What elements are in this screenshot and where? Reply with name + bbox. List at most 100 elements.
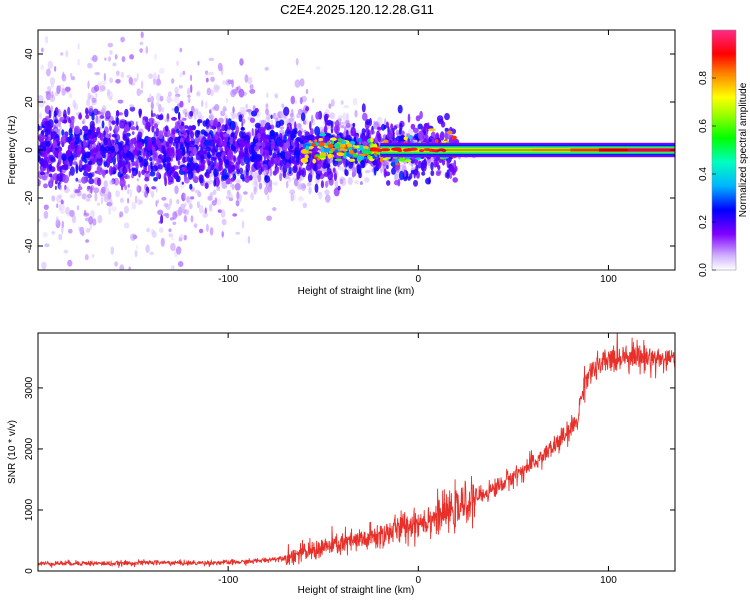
heatmap-cell [120, 36, 125, 43]
heatmap-cell [74, 141, 77, 148]
heatmap-cell [369, 166, 372, 173]
heatmap-cell [163, 172, 167, 181]
heatmap-cell [252, 130, 255, 137]
heatmap-cell [339, 144, 346, 148]
heatmap-cell [59, 126, 62, 131]
heatmap-cell [345, 122, 351, 128]
heatmap-cell [38, 179, 41, 187]
heatmap-cell [79, 112, 82, 119]
heatmap-cell [190, 196, 195, 200]
heatmap-cell [189, 203, 193, 210]
heatmap-cell [246, 152, 250, 161]
heatmap-cell [99, 88, 104, 93]
heatmap-cell [319, 133, 324, 137]
heatmap-cell [208, 179, 214, 184]
heatmap-cell [247, 76, 253, 85]
heatmap-cell [165, 141, 170, 147]
heatmap-cell [333, 144, 340, 147]
heatmap-cell [330, 137, 337, 141]
heatmap-cell [421, 126, 426, 132]
heatmap-cell [138, 170, 141, 178]
heatmap-cell [256, 160, 261, 170]
heatmap-cell [168, 228, 172, 233]
heatmap-cell [180, 203, 186, 210]
heatmap-cell [136, 72, 139, 81]
heatmap-cell [439, 131, 445, 141]
heatmap-cell [329, 112, 335, 120]
heatmap-cell [239, 208, 245, 213]
heatmap-cell [51, 231, 56, 235]
heatmap-cell [41, 159, 48, 169]
heatmap-cell [325, 180, 328, 188]
heatmap-cell [99, 115, 105, 119]
heatmap-cell [206, 87, 212, 96]
heatmap-cell [434, 139, 439, 144]
heatmap-cell [339, 148, 344, 151]
heatmap-cell [333, 124, 340, 134]
heatmap-cell [96, 157, 103, 166]
heatmap-cell [109, 96, 113, 101]
heatmap-cell [150, 228, 155, 236]
heatmap-cell [188, 140, 195, 148]
heatmap-cell [295, 58, 299, 66]
heatmap-cell [291, 140, 294, 147]
heatmap-cell [190, 152, 193, 158]
heatmap-cell [50, 105, 53, 113]
heatmap-cell [107, 88, 110, 97]
heatmap-cell [150, 102, 154, 110]
heatmap-cell [340, 125, 345, 129]
colorbar-tick-label: 0.4 [698, 167, 709, 181]
heatmap-cell [213, 84, 220, 93]
heatmap-cell [145, 121, 151, 130]
heatmap-cell [54, 185, 57, 190]
heatmap-cell [193, 108, 199, 116]
heatmap-cell [166, 161, 171, 172]
spectrogram-y-tick-label: 20 [24, 96, 35, 108]
heatmap-cell [112, 62, 117, 67]
heatmap-cell [174, 93, 181, 98]
heatmap-cell [94, 71, 100, 76]
heatmap-cell [299, 169, 305, 176]
heatmap-cell [92, 218, 97, 226]
heatmap-cell [342, 112, 347, 121]
heatmap-cell [100, 196, 104, 205]
heatmap-cell [294, 121, 297, 131]
heatmap-cell [247, 235, 251, 244]
heatmap-cell [288, 166, 292, 175]
heatmap-cell [63, 109, 67, 120]
heatmap-cell [265, 103, 269, 108]
heatmap-cell [75, 164, 79, 174]
heatmap-cell [146, 227, 151, 233]
heatmap-cell [92, 54, 98, 63]
heatmap-cell [413, 179, 418, 187]
heatmap-cell [334, 149, 338, 153]
heatmap-cell [93, 187, 100, 194]
heatmap-cell [235, 86, 239, 91]
heatmap-cell [228, 193, 233, 201]
heatmap-cell [339, 178, 344, 185]
heatmap-cell [81, 176, 87, 184]
heatmap-cell [230, 89, 237, 98]
heatmap-cell [109, 50, 113, 55]
heatmap-cell [72, 99, 76, 109]
heatmap-cell [423, 148, 431, 152]
heatmap-cell [193, 162, 199, 171]
heatmap-cell [267, 118, 271, 124]
heatmap-cell [40, 64, 44, 70]
heatmap-cell [200, 146, 204, 153]
heatmap-cell [147, 164, 151, 172]
heatmap-cell [410, 123, 416, 130]
heatmap-cell [171, 237, 175, 241]
heatmap-cell [296, 171, 301, 180]
heatmap-cell [406, 148, 413, 152]
heatmap-cell [330, 128, 334, 134]
heatmap-cell [112, 62, 117, 67]
heatmap-cell [129, 106, 136, 112]
heatmap-cell [365, 128, 370, 133]
heatmap-cell [141, 80, 144, 89]
heatmap-cell [58, 233, 63, 241]
heatmap-cell [222, 133, 230, 138]
heatmap-cell [175, 140, 179, 150]
heatmap-cell [297, 130, 302, 137]
heatmap-cell [258, 182, 263, 190]
